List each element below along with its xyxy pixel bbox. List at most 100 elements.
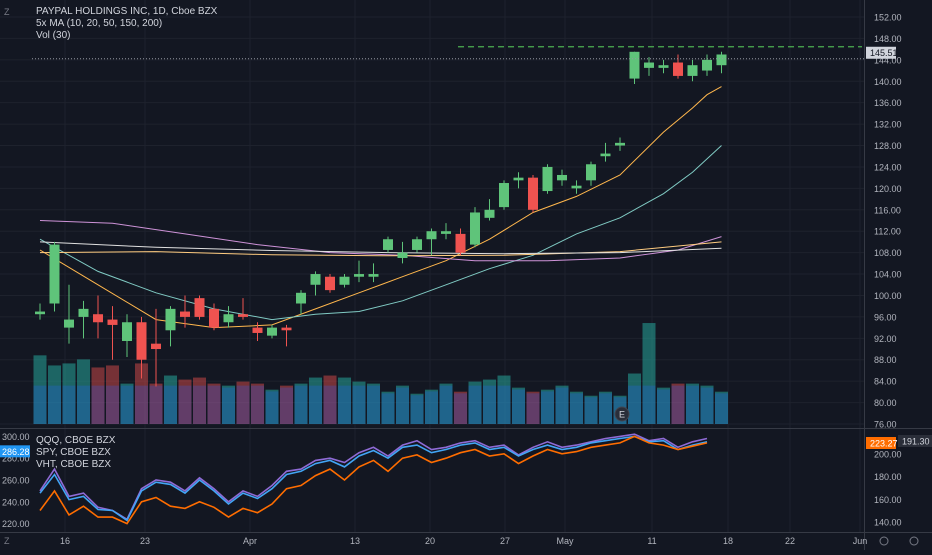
earnings-icon[interactable] — [614, 406, 630, 422]
last-price-badge — [866, 46, 896, 59]
volume-bar — [120, 383, 134, 424]
vol-legend[interactable]: Vol (30) — [36, 30, 71, 41]
candle[interactable] — [658, 65, 669, 68]
price-tick-label: 108.00 — [874, 248, 902, 258]
candle[interactable] — [78, 308, 89, 317]
candle[interactable] — [49, 244, 60, 304]
candle[interactable] — [180, 311, 190, 317]
price-tick-label: 148.00 — [874, 34, 902, 44]
settings-icon[interactable] — [879, 536, 889, 546]
candle[interactable] — [151, 343, 161, 350]
left-tick-label: 220.00 — [2, 519, 30, 529]
time-tick-label: 27 — [500, 536, 510, 546]
volume-overlay — [526, 393, 540, 424]
candle[interactable] — [687, 65, 698, 76]
volume-overlay — [265, 391, 279, 424]
candle[interactable] — [615, 142, 625, 146]
candle[interactable] — [194, 298, 205, 317]
candle[interactable] — [93, 314, 103, 323]
candle[interactable] — [209, 308, 219, 328]
candle[interactable] — [339, 276, 350, 285]
volume-bar — [251, 383, 264, 424]
candle[interactable] — [397, 252, 408, 258]
candle[interactable] — [310, 274, 321, 285]
candle[interactable] — [368, 274, 379, 277]
candle[interactable] — [325, 276, 335, 291]
volume-bar — [526, 391, 540, 424]
volume-overlay — [497, 385, 511, 424]
candle[interactable] — [383, 239, 393, 250]
candle[interactable] — [122, 322, 132, 341]
volume-overlay — [164, 385, 177, 424]
volume-overlay — [425, 391, 438, 424]
volume-bar — [628, 373, 641, 424]
price-tick-label: 144.00 — [874, 55, 902, 65]
volume-bar — [207, 383, 221, 424]
candle[interactable] — [470, 212, 480, 245]
zoom-icon[interactable]: Z — [4, 536, 10, 546]
candle[interactable] — [281, 327, 292, 331]
candle[interactable] — [136, 322, 147, 360]
auto-scale-icon[interactable] — [909, 536, 919, 546]
candle[interactable] — [513, 177, 524, 181]
candle[interactable] — [223, 314, 234, 323]
volume-bar — [222, 385, 235, 424]
price-tick-label: 80.00 — [874, 398, 897, 408]
price-tick-label: 84.00 — [874, 377, 897, 387]
candle[interactable] — [296, 292, 306, 304]
volume-overlay — [207, 385, 221, 424]
candle[interactable] — [702, 59, 712, 71]
zoom-top-icon[interactable]: Z — [4, 7, 10, 17]
candle[interactable] — [586, 164, 596, 181]
volume-bar — [715, 391, 728, 424]
left-tick-label: 280.00 — [2, 454, 30, 464]
ma-legend[interactable]: 5x MA (10, 20, 50, 150, 200) — [36, 18, 163, 29]
volume-overlay — [512, 389, 525, 424]
candle[interactable] — [165, 308, 176, 331]
volume-overlay — [178, 385, 192, 424]
candle[interactable] — [252, 327, 263, 333]
candle[interactable] — [455, 233, 466, 253]
candle[interactable] — [716, 54, 727, 66]
volume-overlay — [33, 385, 47, 424]
candle[interactable] — [528, 177, 538, 210]
volume-overlay — [555, 387, 569, 424]
candle[interactable] — [542, 166, 553, 192]
volume-bar — [454, 391, 467, 424]
candle[interactable] — [107, 319, 118, 325]
volume-overlay — [584, 397, 598, 424]
vht-legend[interactable]: VHT, CBOE BZX — [36, 459, 112, 470]
time-tick-label: 16 — [60, 536, 70, 546]
candle[interactable] — [557, 174, 567, 181]
candle[interactable] — [571, 185, 582, 189]
candle[interactable] — [484, 209, 495, 218]
candle[interactable] — [238, 314, 248, 317]
candle[interactable] — [600, 153, 611, 157]
candle[interactable] — [354, 274, 364, 277]
left-tick-label: 260.00 — [2, 476, 30, 486]
volume-bar — [338, 377, 351, 424]
spy-legend[interactable]: SPY, CBOE BZX — [36, 447, 111, 458]
right-tick-label: 200.00 — [874, 450, 902, 460]
candle[interactable] — [412, 239, 422, 250]
candle[interactable] — [267, 327, 277, 336]
candle[interactable] — [673, 62, 683, 76]
volume-overlay — [367, 385, 380, 424]
candle[interactable] — [441, 231, 451, 234]
spy-badge — [898, 435, 932, 447]
candle[interactable] — [64, 319, 74, 328]
candle[interactable] — [499, 183, 509, 208]
qqq-legend[interactable]: QQQ, CBOE BZX — [36, 435, 116, 446]
candle[interactable] — [35, 311, 45, 315]
candle[interactable] — [426, 231, 437, 240]
volume-overlay — [352, 385, 366, 424]
ma-line — [39, 86, 722, 329]
candle[interactable] — [629, 51, 640, 79]
symbol-title[interactable]: PAYPAL HOLDINGS INC, 1D, Cboe BZX — [36, 6, 218, 17]
time-tick-label: Apr — [243, 536, 257, 546]
candle[interactable] — [644, 62, 654, 68]
volume-overlay — [193, 385, 206, 424]
volume-bar — [483, 379, 496, 424]
price-tick-label: 112.00 — [874, 227, 901, 237]
